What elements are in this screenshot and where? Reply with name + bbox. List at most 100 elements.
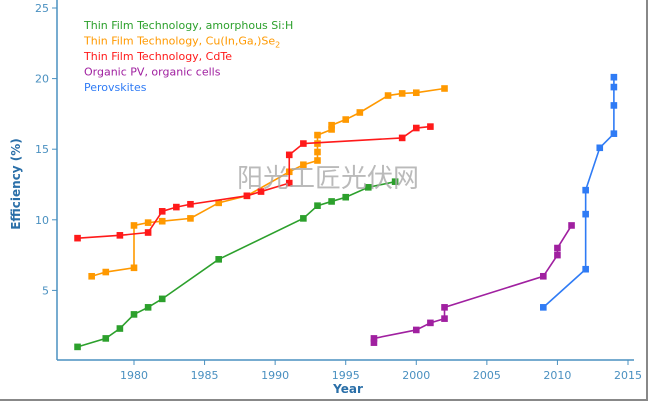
series-0 xyxy=(74,178,399,351)
data-point xyxy=(144,229,152,236)
data-point xyxy=(412,326,420,334)
data-point xyxy=(441,315,448,322)
legend-entry: Thin Film Technology, CdTe xyxy=(83,50,232,63)
series-line xyxy=(77,180,396,348)
y-axis-label: Efficiency (%) xyxy=(9,138,23,230)
y-tick-label: 15 xyxy=(35,143,49,156)
x-axis-label: Year xyxy=(332,382,363,396)
data-point xyxy=(74,343,81,351)
y-tick-label: 5 xyxy=(42,284,49,297)
data-point xyxy=(314,140,321,147)
data-point xyxy=(116,232,124,239)
data-point xyxy=(342,116,350,123)
watermark: 阳光工匠光伏网 xyxy=(237,164,419,194)
data-point xyxy=(102,268,110,276)
data-point xyxy=(314,157,321,164)
data-point xyxy=(102,335,110,342)
data-point xyxy=(582,265,589,273)
legend-entry: Thin Film Technology, Cu(In,Ga,)Se2 xyxy=(83,35,280,50)
data-point xyxy=(342,193,350,201)
data-point xyxy=(116,325,124,332)
data-point xyxy=(540,304,547,311)
legend-subscript: 2 xyxy=(275,41,280,50)
data-point xyxy=(300,161,307,169)
data-point xyxy=(427,319,434,327)
data-point xyxy=(596,144,604,152)
data-point xyxy=(610,73,618,81)
data-point xyxy=(314,148,321,156)
x-tick-label: 1985 xyxy=(191,369,219,382)
data-point xyxy=(173,203,180,211)
data-point xyxy=(384,92,392,99)
data-point xyxy=(554,244,561,252)
y-tick-label: 20 xyxy=(35,73,49,86)
data-point xyxy=(130,311,138,318)
data-point xyxy=(300,140,307,147)
data-point xyxy=(130,264,138,272)
data-point xyxy=(412,124,420,132)
data-point xyxy=(285,179,293,187)
data-point xyxy=(610,102,618,109)
x-tick-label: 1995 xyxy=(332,369,360,382)
data-point xyxy=(144,304,152,311)
data-point xyxy=(285,151,293,159)
data-point xyxy=(158,217,166,225)
data-point xyxy=(391,178,399,185)
data-point xyxy=(540,272,547,280)
data-point xyxy=(370,335,378,342)
series-4 xyxy=(540,73,618,311)
data-point xyxy=(88,272,95,280)
x-tick-label: 1990 xyxy=(261,369,289,382)
data-point xyxy=(398,134,406,142)
y-tick-label: 25 xyxy=(35,2,49,15)
data-point xyxy=(441,304,448,311)
data-point xyxy=(144,219,152,226)
data-point xyxy=(441,85,448,92)
data-point xyxy=(582,210,589,218)
series-2 xyxy=(74,123,434,242)
data-point xyxy=(130,222,138,229)
data-point xyxy=(215,256,222,263)
data-point xyxy=(187,200,194,208)
series-line xyxy=(77,125,431,239)
data-point xyxy=(215,199,222,207)
data-point xyxy=(328,121,335,129)
data-point xyxy=(582,186,589,194)
data-point xyxy=(243,192,251,200)
axes: 5 10 15 20 25 1980 1985 1990 1995 2000 2005 2010 201… xyxy=(35,0,642,382)
x-tick-label: 2015 xyxy=(614,369,642,382)
plot-area xyxy=(74,73,618,351)
x-tick-label: 1980 xyxy=(120,369,148,382)
data-point xyxy=(74,234,81,242)
x-tick-label: 2000 xyxy=(402,369,430,382)
legend-entry: Perovskites xyxy=(84,81,147,94)
data-point xyxy=(412,89,420,97)
data-point xyxy=(568,222,575,229)
data-point xyxy=(158,295,166,303)
legend: Thin Film Technology, amorphous Si:H Thin… xyxy=(83,19,293,94)
data-point xyxy=(328,198,335,205)
data-point xyxy=(364,184,372,191)
data-point xyxy=(610,130,618,137)
x-tick-label: 2005 xyxy=(473,369,501,382)
x-tick-label: 2010 xyxy=(543,369,571,382)
legend-entry: Thin Film Technology, amorphous Si:H xyxy=(83,19,293,32)
data-point xyxy=(158,208,166,215)
data-point xyxy=(314,202,321,209)
data-point xyxy=(398,90,406,97)
data-point xyxy=(370,339,378,346)
series-3 xyxy=(370,222,575,346)
data-point xyxy=(187,215,194,222)
series-line xyxy=(542,77,615,308)
data-point xyxy=(328,126,335,133)
data-point xyxy=(356,109,364,116)
data-point xyxy=(300,215,307,222)
y-tick-label: 10 xyxy=(35,214,49,227)
data-point xyxy=(427,123,434,130)
data-point xyxy=(314,131,321,139)
data-point xyxy=(257,188,265,195)
data-point xyxy=(554,251,561,259)
data-point xyxy=(610,83,618,91)
